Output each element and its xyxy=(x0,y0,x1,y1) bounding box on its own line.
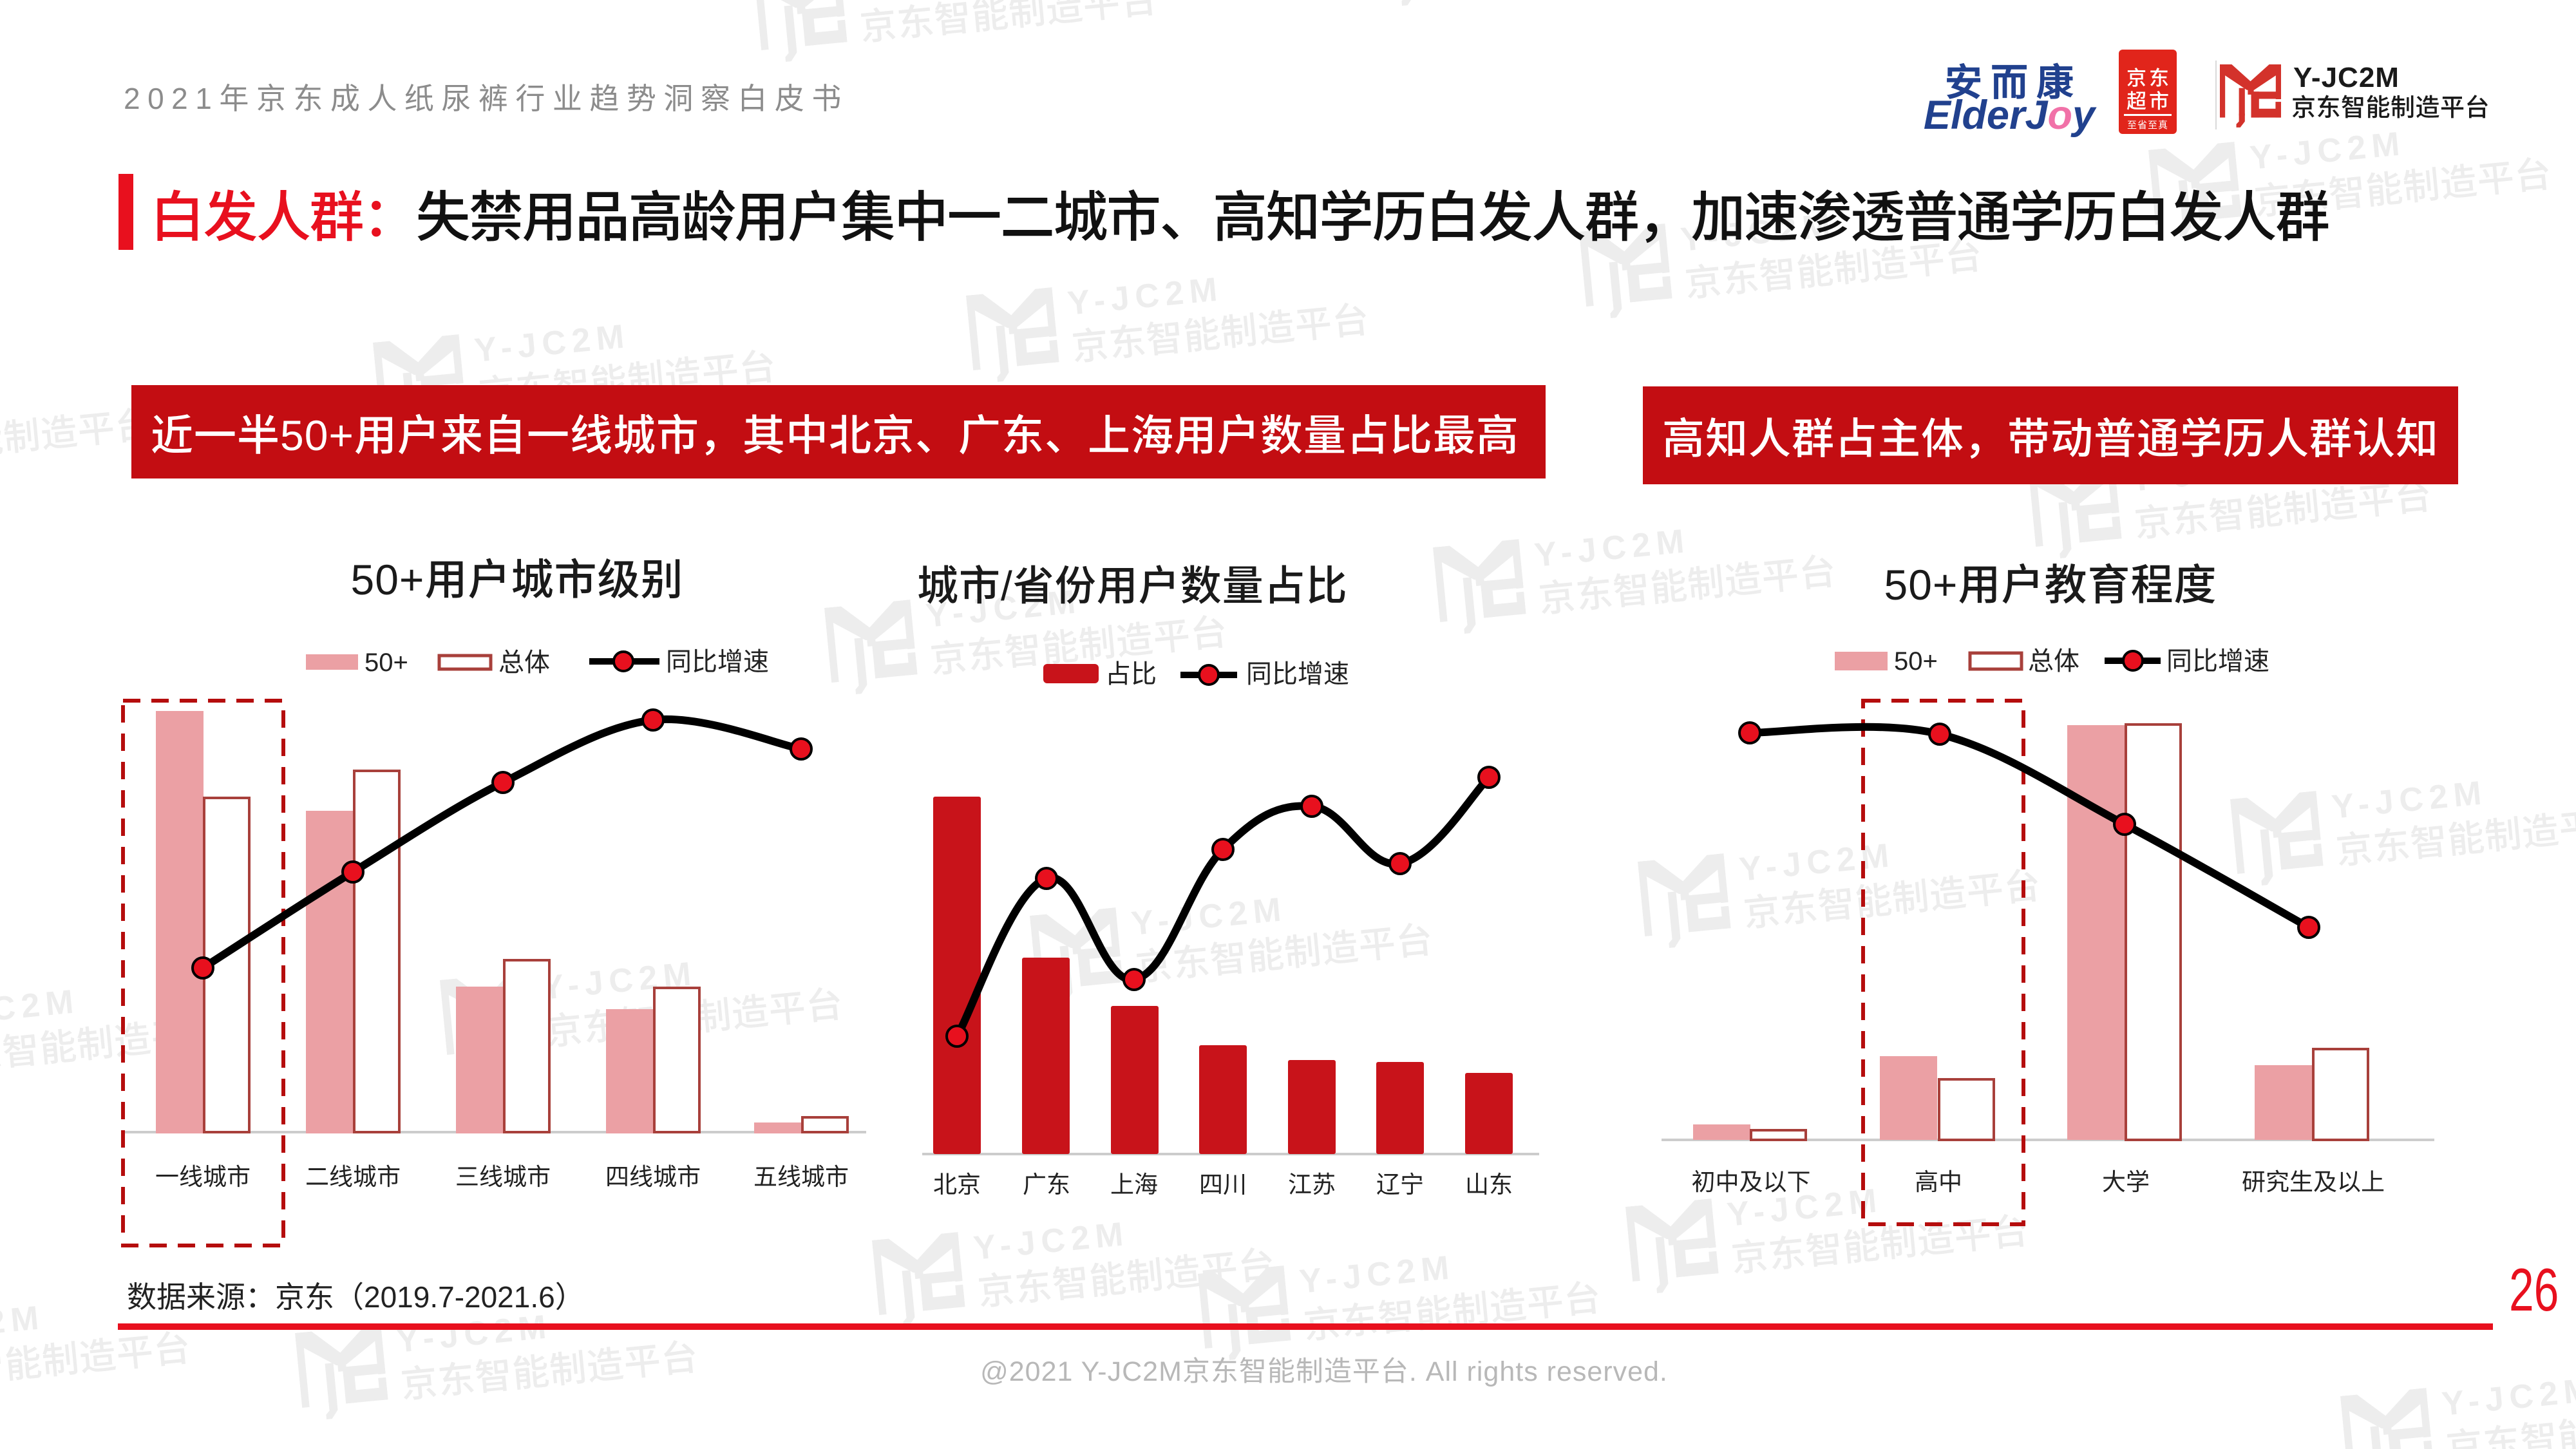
svg-text:城市/省份用户数量占比: 城市/省份用户数量占比 xyxy=(917,553,1348,612)
svg-text:同比增速: 同比增速 xyxy=(2166,640,2269,677)
svg-text:总体: 总体 xyxy=(498,641,550,679)
svg-text:四线城市: 四线城市 xyxy=(605,1157,701,1192)
svg-text:同比增速: 同比增速 xyxy=(666,641,769,678)
svg-text:二线城市: 二线城市 xyxy=(305,1157,401,1192)
svg-text:高中: 高中 xyxy=(1915,1162,1962,1197)
svg-text:一线城市: 一线城市 xyxy=(155,1157,251,1192)
svg-text:总体: 总体 xyxy=(2028,640,2079,677)
svg-text:占比: 占比 xyxy=(1105,653,1157,690)
svg-text:山东: 山东 xyxy=(1465,1165,1513,1200)
svg-text:五线城市: 五线城市 xyxy=(753,1157,849,1192)
svg-text:北京: 北京 xyxy=(933,1165,981,1200)
svg-text:广东: 广东 xyxy=(1023,1165,1070,1200)
svg-text:四川: 四川 xyxy=(1199,1165,1247,1200)
svg-text:辽宁: 辽宁 xyxy=(1376,1165,1424,1200)
svg-text:50+: 50+ xyxy=(1894,640,1938,677)
svg-text:大学: 大学 xyxy=(2102,1162,2150,1197)
svg-text:三线城市: 三线城市 xyxy=(455,1157,551,1192)
svg-text:初中及以下: 初中及以下 xyxy=(1692,1162,1811,1197)
svg-text:50+: 50+ xyxy=(365,641,408,679)
svg-text:同比增速: 同比增速 xyxy=(1246,653,1349,690)
svg-text:上海: 上海 xyxy=(1110,1165,1158,1200)
svg-text:江苏: 江苏 xyxy=(1288,1165,1336,1200)
svg-text:50+用户教育程度: 50+用户教育程度 xyxy=(1884,551,2217,612)
svg-text:研究生及以上: 研究生及以上 xyxy=(2242,1162,2385,1197)
svg-text:50+用户城市级别: 50+用户城市级别 xyxy=(351,547,684,607)
